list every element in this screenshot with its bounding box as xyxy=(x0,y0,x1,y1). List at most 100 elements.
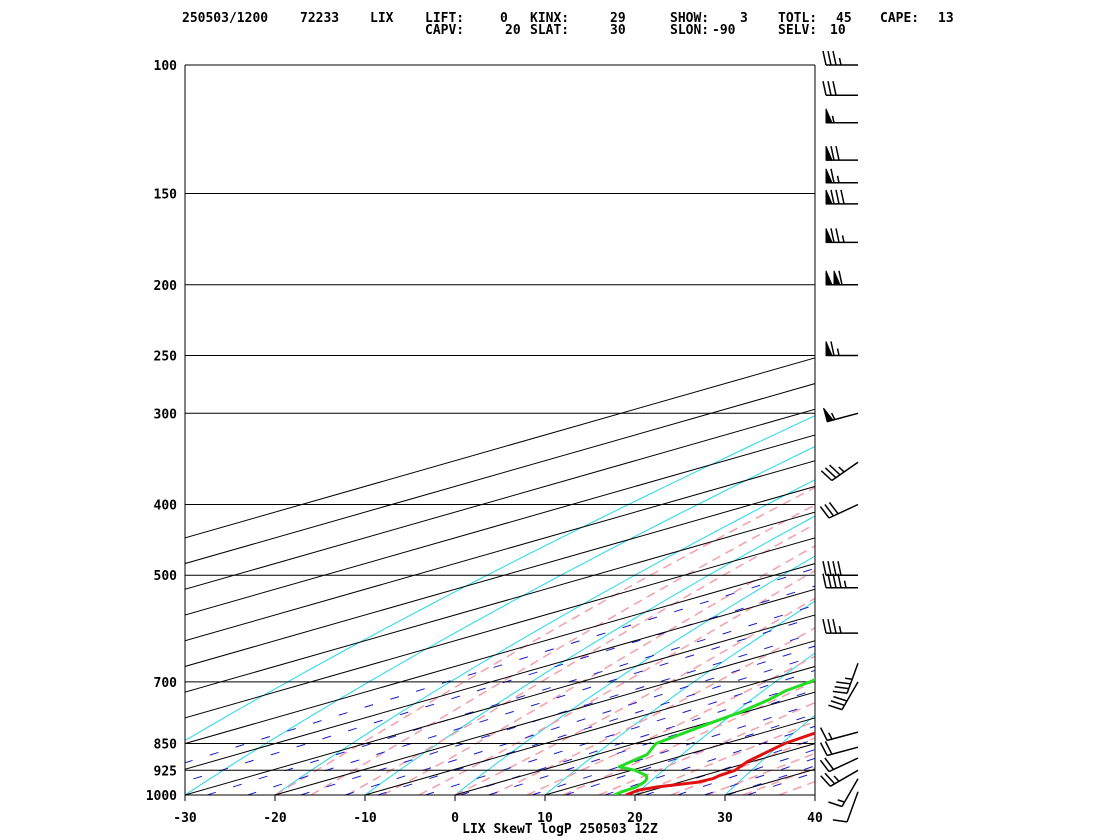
header-totl-value: 45 xyxy=(836,11,852,26)
pressure-tick-label: 850 xyxy=(154,737,178,752)
moist-adiabat xyxy=(454,597,815,795)
mixing-ratio-line xyxy=(565,713,815,795)
wind-barb xyxy=(819,727,859,742)
moist-adiabat xyxy=(382,545,815,795)
wind-barb xyxy=(819,741,859,757)
wind-barb xyxy=(822,81,858,96)
wind-barb xyxy=(832,663,859,695)
dry-adiabat xyxy=(454,555,815,795)
wind-barb xyxy=(825,168,858,184)
wind-barb xyxy=(825,189,858,205)
header-selv-label: SELV: xyxy=(778,23,817,38)
pressure-tick-label: 925 xyxy=(154,764,177,779)
moist-adiabat xyxy=(526,655,815,795)
dewpoint-profile xyxy=(613,677,815,795)
wind-barb xyxy=(825,228,858,244)
mixing-ratio-line xyxy=(185,567,815,764)
wind-barb xyxy=(823,407,859,423)
isotherm xyxy=(364,665,815,795)
temperature-profile xyxy=(625,731,815,795)
wind-barb-pennant xyxy=(825,108,833,124)
moist-adiabat xyxy=(346,523,815,795)
moist-adiabat xyxy=(490,626,815,795)
wind-barb-staff xyxy=(822,81,858,96)
wind-barb-staff xyxy=(828,778,859,808)
wind-barb xyxy=(822,618,858,634)
temperature-tick-label: -10 xyxy=(353,811,377,826)
header-capv-value: 20 xyxy=(505,23,521,38)
wind-barb xyxy=(828,778,859,808)
dry-adiabat xyxy=(274,479,815,795)
mixing-ratio-line xyxy=(207,604,815,795)
mixing-ratio-line xyxy=(377,655,815,795)
isotherm xyxy=(185,383,815,565)
wind-barb-staff xyxy=(832,791,859,823)
wind-barb-staff xyxy=(822,561,858,576)
moist-adiabat xyxy=(310,504,815,795)
temperature-tick-label: 10 xyxy=(537,811,553,826)
wind-barb-pennant xyxy=(825,228,833,243)
dry-adiabat xyxy=(1085,65,1120,795)
header-show-value: 3 xyxy=(740,11,748,26)
wind-barb-staff xyxy=(828,681,859,711)
temperature-tick-label: 20 xyxy=(627,811,643,826)
isotherm xyxy=(814,794,815,795)
isotherm xyxy=(274,640,815,795)
moist-adiabat xyxy=(274,486,815,795)
wind-barb-staff xyxy=(832,663,859,695)
header-kinx-label: KINX: xyxy=(530,11,569,26)
pressure-tick-label: 400 xyxy=(154,499,178,514)
header-cape-label: CAPE: xyxy=(880,11,919,26)
isotherm xyxy=(634,743,815,795)
wind-barb-pennant xyxy=(825,189,833,205)
isotherm xyxy=(185,537,815,719)
wind-barb xyxy=(822,561,858,576)
header-lift-label: LIFT: xyxy=(425,11,464,26)
dry-adiabat xyxy=(634,652,815,795)
chart-title: LIX SkewT logP 250503 12Z xyxy=(462,822,658,837)
dry-adiabat xyxy=(995,65,1120,795)
isotherm xyxy=(185,614,815,795)
wind-barb-pennant xyxy=(825,145,833,161)
wind-barb-staff xyxy=(819,741,859,757)
temperature-tick-label: 30 xyxy=(717,811,733,826)
wind-barb-staff xyxy=(826,189,858,205)
header-show-label: SHOW: xyxy=(670,11,709,26)
wind-barb xyxy=(822,573,858,589)
moist-adiabat xyxy=(562,680,815,795)
header-kinx-value: 29 xyxy=(610,11,626,26)
mixing-ratio-line xyxy=(425,669,815,795)
wind-barb xyxy=(825,341,858,357)
temperature-tick-label: -30 xyxy=(173,811,197,826)
wind-barb-staff xyxy=(822,50,858,66)
header-selv-value: 10 xyxy=(830,23,846,38)
wind-barb-staff xyxy=(820,461,859,482)
mixing-ratio-line xyxy=(345,645,815,795)
wind-barb-staff xyxy=(822,573,858,589)
wind-barb xyxy=(820,769,859,787)
header-slon-value: -90 xyxy=(712,23,736,38)
pressure-tick-label: 1000 xyxy=(146,789,177,804)
header-station-id: 72233 xyxy=(300,11,339,26)
moist-adiabat xyxy=(598,701,815,795)
temperature-tick-label: 40 xyxy=(807,811,823,826)
moist-adiabat xyxy=(670,737,815,795)
header-capv-label: CAPV: xyxy=(425,23,464,38)
pressure-tick-label: 300 xyxy=(154,407,178,422)
pressure-tick-label: 500 xyxy=(154,569,178,584)
mixing-ratio-line xyxy=(185,585,815,783)
isotherm xyxy=(185,511,815,693)
wind-barb-pennant xyxy=(825,168,833,184)
header-indices: 250503/1200 72233 LIX LIFT: 0 KINX: 29 SHOW: 3 TO… xyxy=(182,11,954,38)
wind-barbs xyxy=(819,50,859,823)
header-slat-label: SLAT: xyxy=(530,23,569,38)
wind-barb xyxy=(825,145,858,161)
dry-adiabat xyxy=(905,65,1120,795)
header-totl-label: TOTL: xyxy=(778,11,817,26)
isobars xyxy=(184,64,816,796)
header-station: LIX xyxy=(370,11,394,26)
isotherm xyxy=(185,563,815,745)
header-slon-label: SLON: xyxy=(670,23,709,38)
